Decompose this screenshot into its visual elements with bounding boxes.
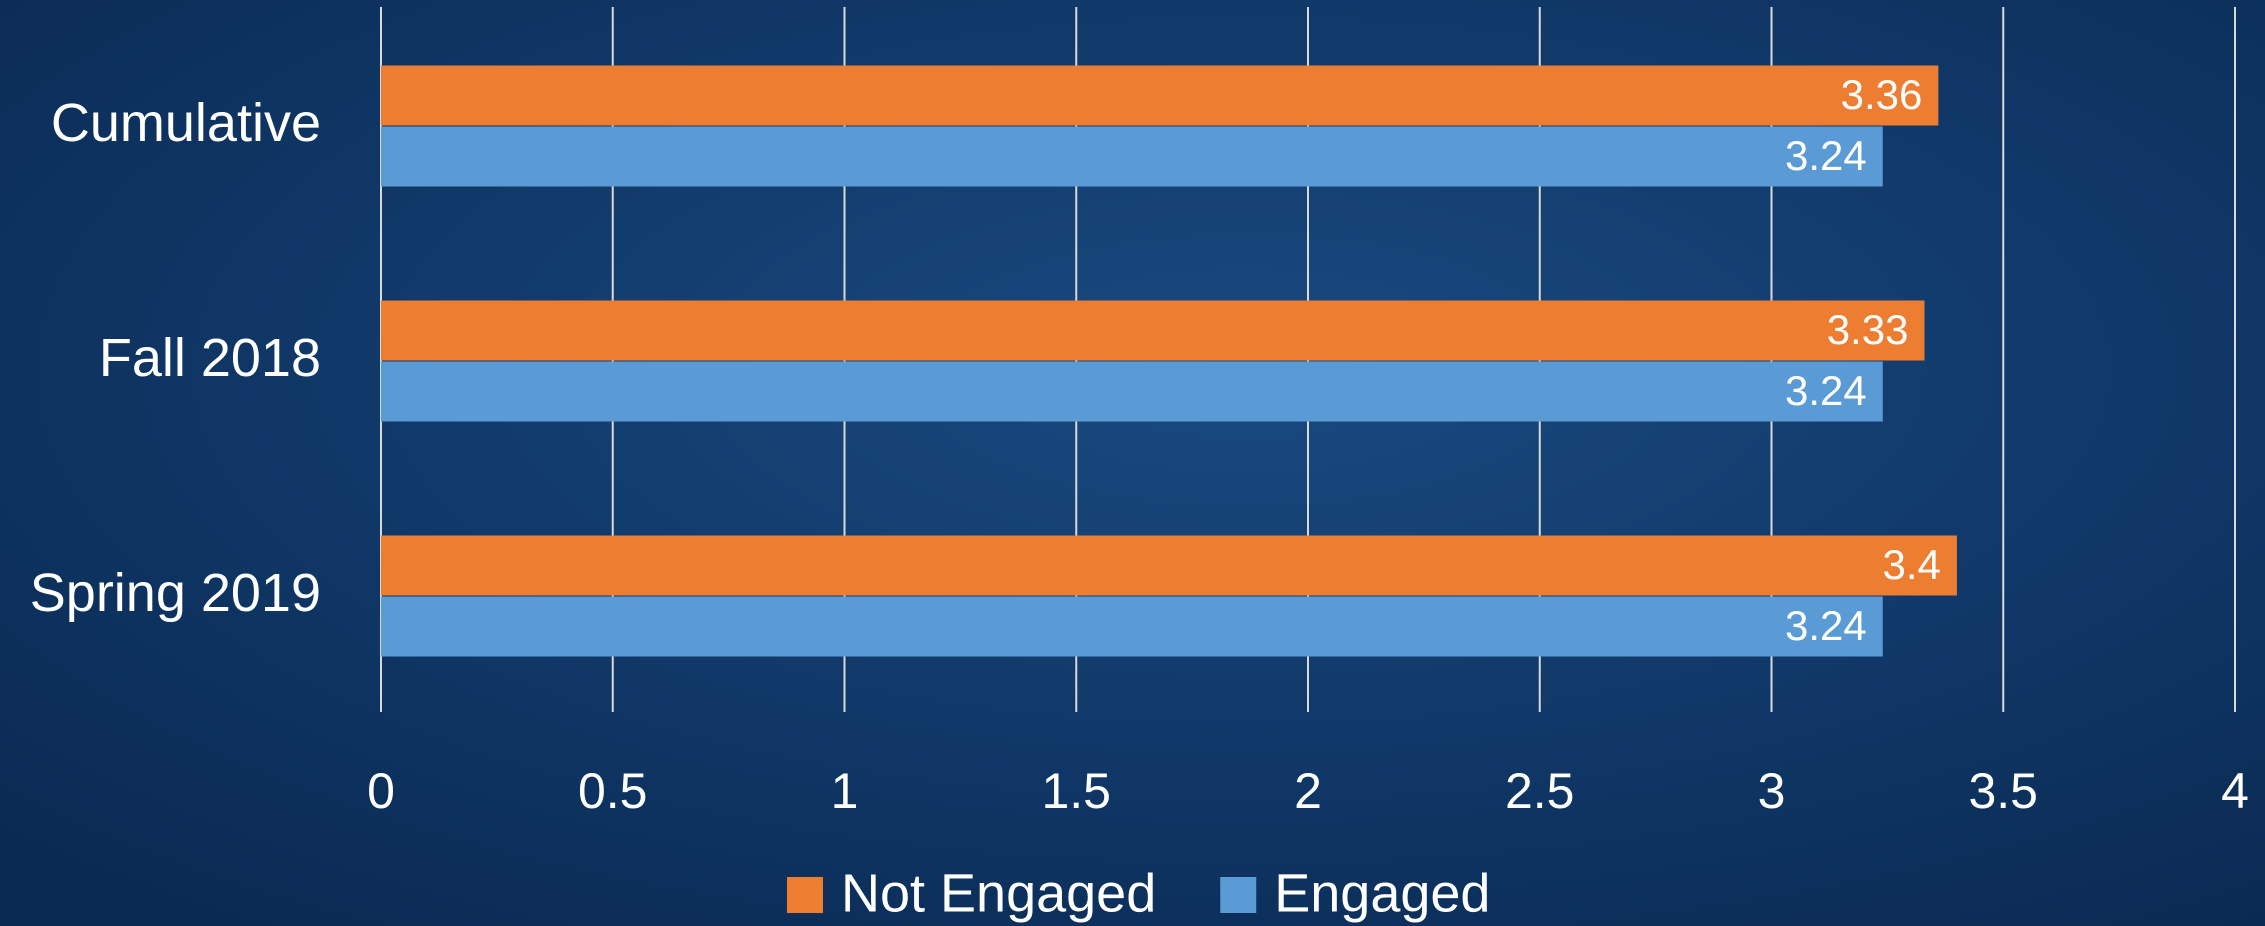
y-tick-label: Fall 2018	[99, 328, 321, 388]
legend-swatch	[1220, 877, 1256, 913]
value-label: 3.24	[1785, 602, 1867, 649]
x-tick-label: 1.5	[1041, 763, 1111, 819]
x-tick-label: 0	[367, 763, 395, 819]
page: {"chart_data": {"type": "bar", "orientat…	[0, 0, 2265, 926]
chart: 0 0.5 1 1.5 2 2.5 3 3.5 4 Cumulative 3.36 3.24 Fall …	[0, 0, 2265, 926]
value-label: 3.24	[1785, 132, 1867, 179]
x-tick-label: 3	[1758, 763, 1786, 819]
x-tick-label: 4	[2221, 763, 2249, 819]
legend-label: Engaged	[1274, 863, 1490, 923]
y-tick-label: Spring 2019	[30, 563, 321, 623]
value-label: 3.33	[1827, 306, 1909, 353]
bar	[381, 536, 1957, 596]
bar	[381, 301, 1924, 361]
x-tick-label: 2	[1294, 763, 1322, 819]
legend-swatch	[787, 877, 823, 913]
value-label: 3.24	[1785, 367, 1867, 414]
value-label: 3.4	[1883, 541, 1941, 588]
y-tick-label: Cumulative	[51, 93, 321, 153]
value-label: 3.36	[1841, 71, 1923, 118]
bar	[381, 66, 1938, 126]
legend-label: Not Engaged	[841, 863, 1156, 923]
x-tick-label: 0.5	[578, 763, 648, 819]
x-tick-label: 2.5	[1505, 763, 1575, 819]
bar	[381, 127, 1883, 187]
x-tick-label: 1	[831, 763, 859, 819]
x-tick-label: 3.5	[1968, 763, 2038, 819]
bar	[381, 597, 1883, 657]
bar	[381, 362, 1883, 422]
